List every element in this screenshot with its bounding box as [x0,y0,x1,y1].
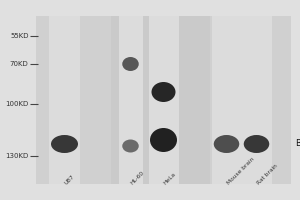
Text: Rat brain: Rat brain [256,164,278,186]
Text: 130KD: 130KD [5,153,28,159]
FancyBboxPatch shape [111,16,210,184]
FancyBboxPatch shape [50,16,80,184]
FancyBboxPatch shape [212,16,242,184]
Text: HL-60: HL-60 [130,170,146,186]
Text: 55KD: 55KD [10,33,28,39]
Ellipse shape [214,135,239,153]
Text: U87: U87 [64,174,76,186]
FancyBboxPatch shape [242,16,272,184]
Ellipse shape [51,135,78,153]
FancyBboxPatch shape [148,16,178,184]
Text: 100KD: 100KD [5,101,28,107]
FancyBboxPatch shape [210,16,291,184]
Ellipse shape [150,128,177,152]
Text: Mouse brain: Mouse brain [226,157,255,186]
Ellipse shape [244,135,269,153]
Ellipse shape [122,140,139,152]
Text: 70KD: 70KD [10,61,28,67]
FancyBboxPatch shape [36,16,111,184]
Text: BICD2: BICD2 [296,140,300,148]
Ellipse shape [152,82,176,102]
Ellipse shape [122,57,139,71]
FancyBboxPatch shape [118,16,142,184]
Text: HeLa: HeLa [163,172,177,186]
